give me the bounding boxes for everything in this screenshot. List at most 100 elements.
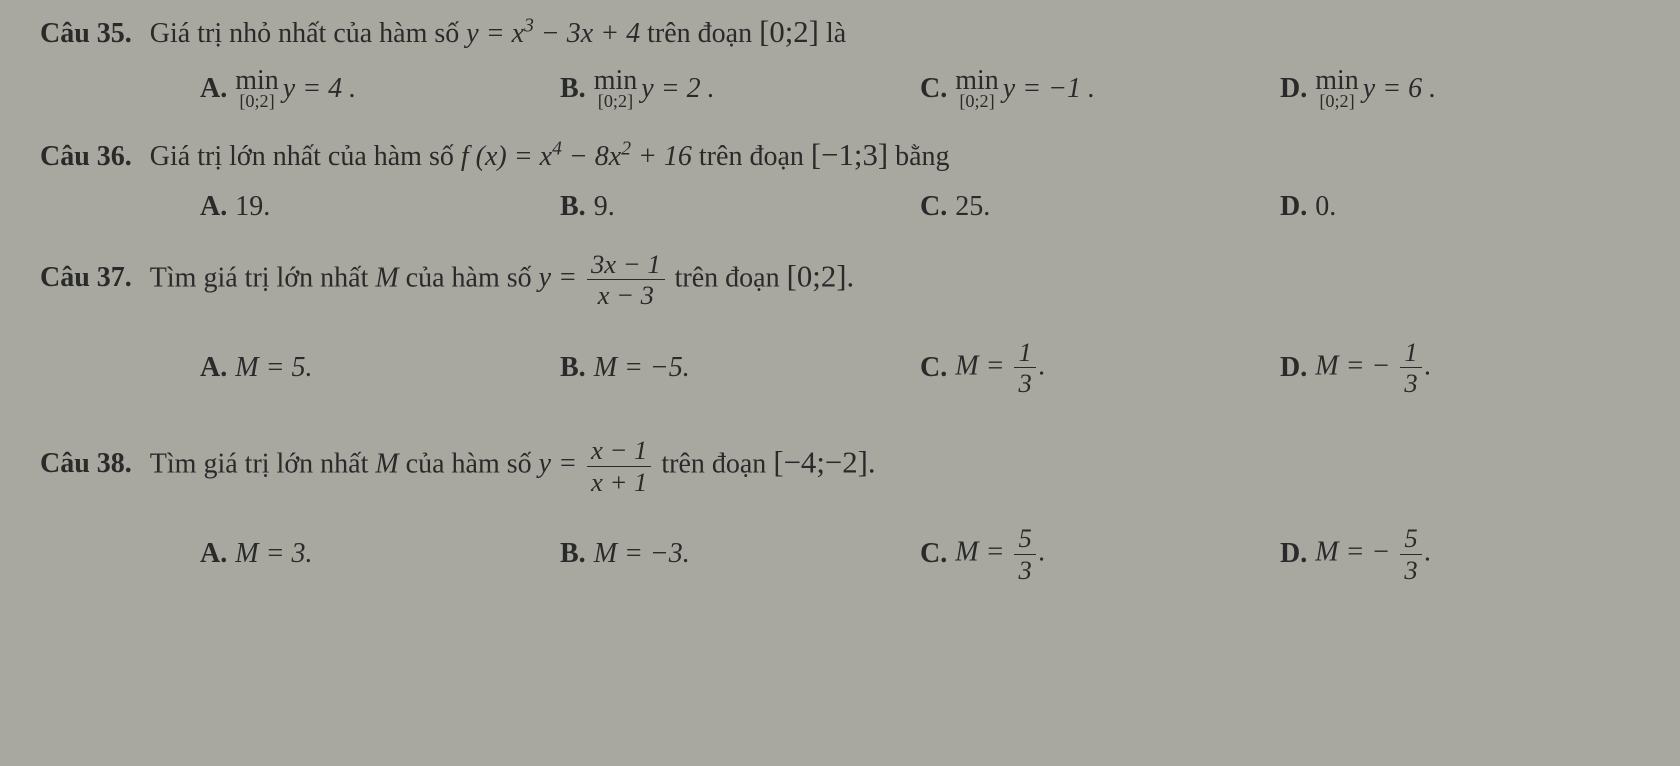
q36-opt-b-value: 9.: [594, 191, 615, 223]
q38-formula: y = x − 1 x + 1: [539, 448, 662, 479]
q38-opt-b-label: B.: [560, 538, 586, 570]
q37-interval: [0;2].: [787, 259, 855, 293]
q35-text-mid: trên đoạn: [647, 18, 759, 49]
q36-opt-c-value: 25.: [955, 191, 990, 223]
q38-var: M: [375, 448, 398, 479]
q35-opt-a-min: min [0;2]: [235, 68, 279, 110]
q38-interval: [−4;−2].: [773, 445, 875, 479]
q38-opt-d-den: 3: [1400, 555, 1421, 584]
q35-interval: [0;2]: [759, 15, 819, 49]
q38-opt-c-num: 5: [1014, 525, 1035, 555]
q35-opt-d-min: min [0;2]: [1315, 68, 1359, 110]
question-37-text: Tìm giá trị lớn nhất M của hàm số y = 3x…: [150, 251, 854, 309]
question-35-label: Câu 35.: [40, 18, 132, 50]
q38-text-pre: Tìm giá trị lớn nhất: [150, 448, 376, 479]
q36-formula: f (x) = x4 − 8x2 + 16: [461, 141, 692, 172]
question-35-header: Câu 35. Giá trị nhỏ nhất của hàm số y = …: [40, 15, 1640, 50]
q36-option-c: C. 25.: [920, 191, 1280, 223]
q37-opt-a-value: M = 5.: [235, 352, 312, 384]
q35-opt-b-min-bot: [0;2]: [598, 93, 633, 109]
question-38: Câu 38. Tìm giá trị lớn nhất M của hàm s…: [40, 437, 1640, 583]
q38-opt-c-den: 3: [1014, 555, 1035, 584]
q36-opt-a-value: 19.: [235, 191, 270, 223]
q36-option-d: D. 0.: [1280, 191, 1640, 223]
q37-text-pre: Tìm giá trị lớn nhất: [150, 262, 376, 293]
q37-frac-num: 3x − 1: [587, 251, 665, 281]
q38-opt-c-label: C.: [920, 538, 947, 570]
q37-option-c: C. M = 1 3 .: [920, 339, 1280, 397]
q35-opt-c-rhs: y = −1 .: [1003, 73, 1095, 105]
q37-opt-b-value: M = −5.: [594, 352, 690, 384]
q35-option-c: C. min [0;2] y = −1 .: [920, 68, 1280, 110]
q37-opt-d-num: 1: [1400, 339, 1421, 369]
q35-opt-a-min-top: min: [235, 68, 279, 93]
q35-opt-d-min-bot: [0;2]: [1319, 93, 1354, 109]
q38-opt-a-value: M = 3.: [235, 538, 312, 570]
q37-opt-c-den: 3: [1014, 368, 1035, 397]
question-37-header: Câu 37. Tìm giá trị lớn nhất M của hàm s…: [40, 251, 1640, 309]
q36-option-b: B. 9.: [560, 191, 920, 223]
question-35-options: A. min [0;2] y = 4 . B. min [0;2] y = 2 …: [40, 68, 1640, 110]
q38-opt-d-num: 5: [1400, 525, 1421, 555]
q35-text-pre: Giá trị nhỏ nhất của hàm số: [150, 18, 466, 49]
q37-text-mid1: của hàm số: [406, 262, 539, 293]
question-35: Câu 35. Giá trị nhỏ nhất của hàm số y = …: [40, 15, 1640, 110]
q38-opt-d-label: D.: [1280, 538, 1307, 570]
q37-formula: y = 3x − 1 x − 3: [539, 262, 675, 293]
q35-option-b: B. min [0;2] y = 2 .: [560, 68, 920, 110]
q35-opt-b-rhs: y = 2 .: [641, 73, 714, 105]
q38-option-b: B. M = −3.: [560, 525, 920, 583]
q37-option-d: D. M = − 1 3 .: [1280, 339, 1640, 397]
question-36-options: A. 19. B. 9. C. 25. D. 0.: [40, 191, 1640, 223]
q37-opt-c-value: M = 1 3 .: [955, 339, 1046, 397]
q37-opt-d-label: D.: [1280, 352, 1307, 384]
question-38-header: Câu 38. Tìm giá trị lớn nhất M của hàm s…: [40, 437, 1640, 495]
question-38-text: Tìm giá trị lớn nhất M của hàm số y = x …: [150, 437, 876, 495]
q37-var: M: [375, 262, 398, 293]
q35-option-d: D. min [0;2] y = 6 .: [1280, 68, 1640, 110]
q35-opt-d-label: D.: [1280, 73, 1307, 105]
q38-frac-den: x + 1: [587, 467, 651, 496]
q38-opt-d-value: M = − 5 3 .: [1315, 525, 1431, 583]
q35-opt-d-min-top: min: [1315, 68, 1359, 93]
q38-option-a: A. M = 3.: [200, 525, 560, 583]
q38-text-mid2: trên đoạn: [661, 448, 773, 479]
question-38-label: Câu 38.: [40, 448, 132, 480]
q35-opt-d-rhs: y = 6 .: [1363, 73, 1436, 105]
question-36-label: Câu 36.: [40, 141, 132, 173]
question-36-text: Giá trị lớn nhất của hàm số f (x) = x4 −…: [150, 138, 950, 173]
q37-text-mid2: trên đoạn: [675, 262, 787, 293]
q36-opt-d-value: 0.: [1315, 191, 1336, 223]
q36-opt-b-label: B.: [560, 191, 586, 223]
question-37-label: Câu 37.: [40, 262, 132, 294]
q37-frac-den: x − 3: [594, 280, 658, 309]
question-36: Câu 36. Giá trị lớn nhất của hàm số f (x…: [40, 138, 1640, 223]
q38-option-d: D. M = − 5 3 .: [1280, 525, 1640, 583]
q37-option-a: A. M = 5.: [200, 339, 560, 397]
question-37-options: A. M = 5. B. M = −5. C. M = 1 3 . D. M =…: [40, 339, 1640, 397]
q37-opt-c-num: 1: [1014, 339, 1035, 369]
q36-opt-c-label: C.: [920, 191, 947, 223]
q38-opt-c-value: M = 5 3 .: [955, 525, 1046, 583]
q38-text-mid1: của hàm số: [406, 448, 539, 479]
q35-opt-b-label: B.: [560, 73, 586, 105]
q36-text-mid: trên đoạn: [699, 141, 811, 172]
q35-opt-a-min-bot: [0;2]: [239, 93, 274, 109]
q35-opt-c-label: C.: [920, 73, 947, 105]
q35-opt-a-rhs: y = 4 .: [283, 73, 356, 105]
question-38-options: A. M = 3. B. M = −3. C. M = 5 3 . D. M =…: [40, 525, 1640, 583]
q35-opt-a-label: A.: [200, 73, 227, 105]
q36-opt-d-label: D.: [1280, 191, 1307, 223]
q35-opt-c-min-bot: [0;2]: [959, 93, 994, 109]
q36-text-post: bằng: [895, 141, 949, 172]
q37-opt-d-den: 3: [1400, 368, 1421, 397]
q37-opt-d-value: M = − 1 3 .: [1315, 339, 1431, 397]
question-35-text: Giá trị nhỏ nhất của hàm số y = x3 − 3x …: [150, 15, 846, 50]
q38-opt-b-value: M = −3.: [594, 538, 690, 570]
q38-opt-a-label: A.: [200, 538, 227, 570]
q35-formula: y = x3 − 3x + 4: [466, 18, 640, 49]
q35-opt-b-min-top: min: [594, 68, 638, 93]
q38-frac-num: x − 1: [587, 437, 651, 467]
q38-option-c: C. M = 5 3 .: [920, 525, 1280, 583]
q35-opt-b-min: min [0;2]: [594, 68, 638, 110]
